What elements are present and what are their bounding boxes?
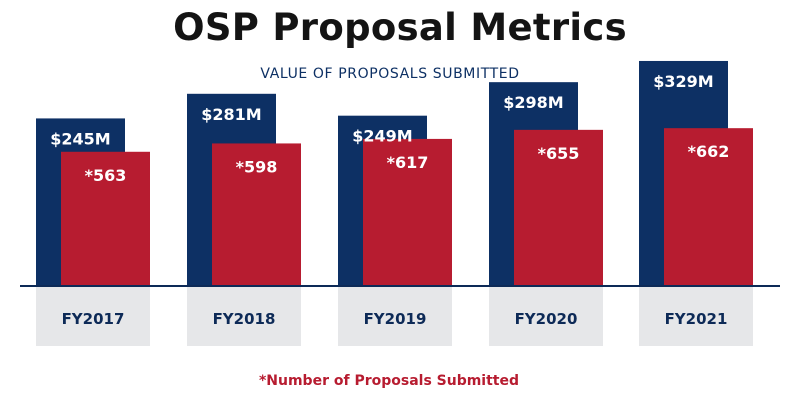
count-bar bbox=[363, 138, 452, 286]
category-label: FY2018 bbox=[213, 310, 276, 328]
value-label: $245M bbox=[50, 129, 110, 148]
value-label: $281M bbox=[201, 105, 261, 124]
category-box bbox=[36, 286, 150, 346]
value-label: $298M bbox=[503, 93, 563, 112]
category-box bbox=[338, 286, 452, 346]
count-label: *617 bbox=[387, 153, 429, 172]
category-box bbox=[489, 286, 603, 346]
count-bar bbox=[212, 143, 301, 286]
count-label: *598 bbox=[236, 157, 278, 176]
count-label: *563 bbox=[85, 166, 127, 185]
category-box bbox=[639, 286, 753, 346]
category-label: FY2021 bbox=[665, 310, 728, 328]
value-label: $329M bbox=[653, 72, 713, 91]
count-bar bbox=[664, 128, 753, 286]
category-label: FY2019 bbox=[364, 310, 427, 328]
count-label: *662 bbox=[688, 142, 730, 161]
category-label: FY2017 bbox=[62, 310, 125, 328]
count-bar bbox=[61, 151, 150, 286]
category-label: FY2020 bbox=[515, 310, 578, 328]
chart-title: OSP Proposal Metrics bbox=[173, 6, 627, 49]
footnote: *Number of Proposals Submitted bbox=[258, 373, 520, 389]
value-label: $249M bbox=[352, 127, 412, 146]
count-bar bbox=[514, 129, 603, 286]
count-label: *655 bbox=[538, 144, 580, 163]
chart-subtitle: VALUE OF PROPOSALS SUBMITTED bbox=[260, 66, 520, 82]
category-box bbox=[187, 286, 301, 346]
